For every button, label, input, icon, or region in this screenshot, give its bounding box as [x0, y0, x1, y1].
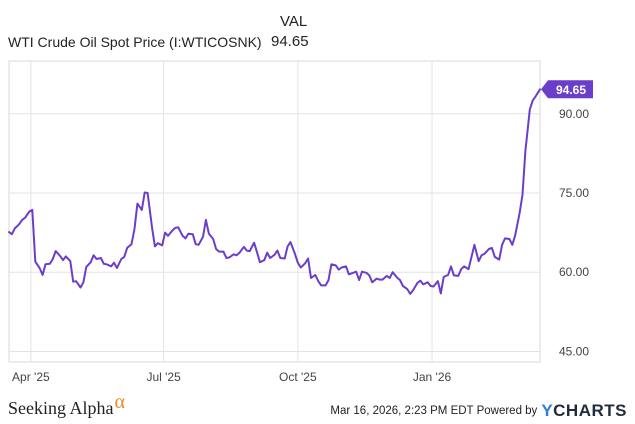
legend-series-value: 94.65	[271, 33, 309, 50]
x-tick-label: Jan '26	[413, 370, 452, 384]
plot-frame	[8, 60, 541, 363]
ycharts-logo-y: Y	[541, 401, 554, 420]
alpha-icon: α	[114, 391, 125, 413]
legend-column-header: VAL	[280, 13, 308, 30]
y-tick-label: 90.00	[559, 107, 589, 121]
last-value-badge	[541, 80, 593, 99]
x-tick-label: Oct '25	[279, 370, 317, 384]
y-tick-label: 60.00	[559, 265, 589, 279]
chart-timestamp: Mar 16, 2026, 2:23 PM EDT Powered by	[330, 405, 538, 417]
seeking-alpha-logo[interactable]: Seeking Alphaα	[8, 391, 125, 420]
legend-series-name[interactable]: WTI Crude Oil Spot Price (I:WTICOSNK)	[8, 34, 262, 50]
y-tick-label: 75.00	[559, 186, 589, 200]
chart-attribution: Mar 16, 2026, 2:23 PM EDT Powered by YCH…	[330, 401, 627, 421]
ycharts-logo-rest: CHARTS	[553, 401, 627, 420]
x-tick-label: Apr '25	[12, 370, 50, 384]
seeking-alpha-logo-text: Seeking Alpha	[8, 398, 114, 418]
chart-legend-header: VAL WTI Crude Oil Spot Price (I:WTICOSNK…	[0, 0, 635, 50]
line-chart: 90.00 75.00 60.00 45.00 Apr '25 Jul '25 Oct '2…	[8, 60, 593, 384]
series-line	[8, 88, 541, 295]
last-value-label: 94.65	[556, 83, 586, 97]
x-tick-label: Jul '25	[146, 370, 181, 384]
ycharts-logo[interactable]: YCHARTS	[541, 401, 627, 421]
y-tick-label: 45.00	[559, 344, 589, 358]
